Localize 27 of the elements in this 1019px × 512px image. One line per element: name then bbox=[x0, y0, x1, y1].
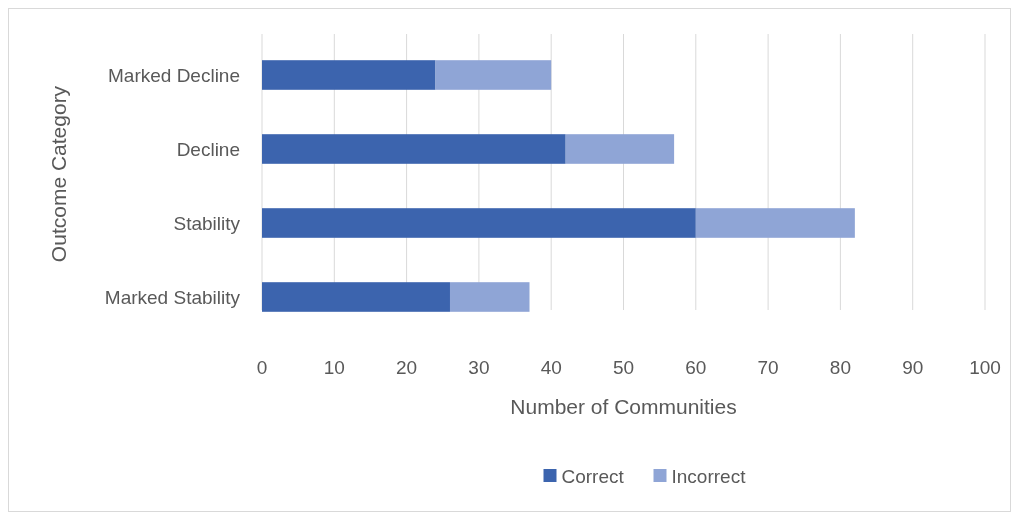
x-tick-label: 80 bbox=[829, 357, 851, 378]
x-tick-label: 50 bbox=[612, 357, 635, 378]
x-tick-label: 10 bbox=[323, 357, 345, 378]
x-tick-label: 0 bbox=[256, 357, 268, 378]
y-tick-label: Decline bbox=[176, 138, 240, 160]
legend-label: Correct bbox=[561, 465, 625, 487]
y-axis-title: Outcome Category bbox=[47, 85, 70, 263]
y-tick-label: Marked Decline bbox=[108, 64, 240, 86]
bar bbox=[449, 282, 530, 312]
bar bbox=[435, 60, 552, 90]
x-tick-label: 30 bbox=[468, 357, 490, 378]
x-tick-label: 20 bbox=[396, 357, 418, 378]
x-tick-label: 40 bbox=[540, 357, 562, 378]
bar bbox=[262, 282, 450, 312]
bar bbox=[262, 208, 696, 238]
bar bbox=[262, 60, 436, 90]
y-tick-label: Marked Stability bbox=[104, 286, 241, 308]
x-tick-label: 60 bbox=[685, 357, 707, 378]
x-tick-label: 100 bbox=[969, 357, 1001, 378]
x-tick-label: 70 bbox=[757, 357, 779, 378]
bar bbox=[262, 134, 566, 164]
x-axis-title: Number of Communities bbox=[510, 395, 737, 418]
x-tick-label: 90 bbox=[902, 357, 924, 378]
bar bbox=[565, 134, 675, 164]
y-tick-label: Stability bbox=[173, 212, 241, 234]
bar bbox=[695, 208, 855, 238]
legend-label: Incorrect bbox=[671, 465, 747, 487]
